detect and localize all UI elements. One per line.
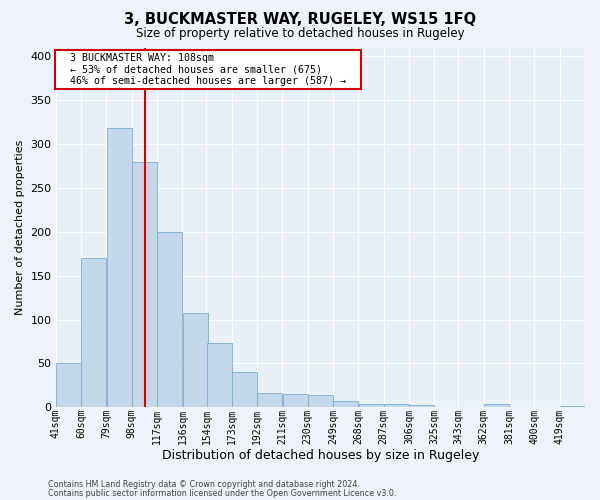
Text: 3 BUCKMASTER WAY: 108sqm
  ← 53% of detached houses are smaller (675)
  46% of s: 3 BUCKMASTER WAY: 108sqm ← 53% of detach… [58, 53, 358, 86]
Bar [132, 162, 157, 408]
Text: 3, BUCKMASTER WAY, RUGELEY, WS15 1FQ: 3, BUCKMASTER WAY, RUGELEY, WS15 1FQ [124, 12, 476, 28]
Text: Size of property relative to detached houses in Rugeley: Size of property relative to detached ho… [136, 28, 464, 40]
Text: Contains public sector information licensed under the Open Government Licence v3: Contains public sector information licen… [48, 488, 397, 498]
Bar [308, 395, 333, 407]
Bar [333, 401, 358, 407]
Bar [283, 394, 308, 407]
Bar [81, 258, 106, 408]
Y-axis label: Number of detached properties: Number of detached properties [15, 140, 25, 315]
X-axis label: Distribution of detached houses by size in Rugeley: Distribution of detached houses by size … [162, 450, 479, 462]
Bar [560, 406, 585, 407]
Bar [359, 404, 383, 407]
Bar [257, 394, 283, 407]
Bar [409, 404, 434, 407]
Bar [107, 128, 131, 407]
Bar [157, 232, 182, 408]
Bar [206, 343, 232, 407]
Bar [384, 404, 409, 407]
Text: Contains HM Land Registry data © Crown copyright and database right 2024.: Contains HM Land Registry data © Crown c… [48, 480, 360, 489]
Bar [182, 312, 208, 408]
Bar [56, 364, 81, 408]
Bar [484, 404, 509, 407]
Bar [232, 372, 257, 408]
